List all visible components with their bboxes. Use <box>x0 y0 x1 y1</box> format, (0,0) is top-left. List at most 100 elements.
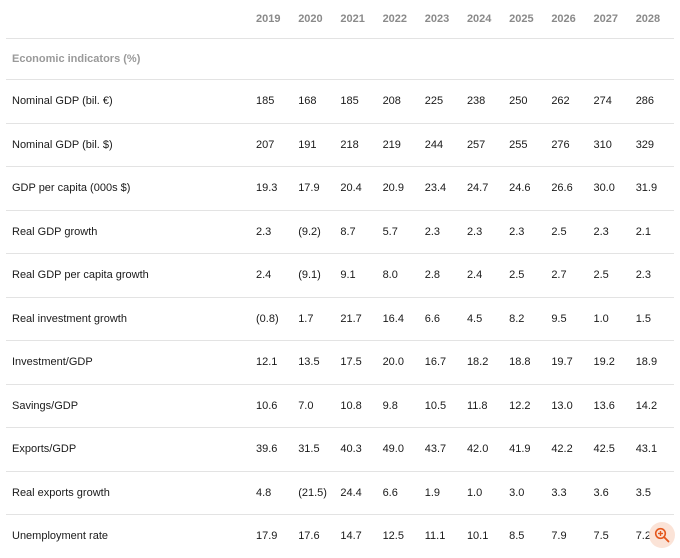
value-cell: 9.5 <box>547 297 590 341</box>
value-cell: 185 <box>252 79 295 124</box>
value-cell: 7.5 <box>593 530 609 543</box>
value-cell: 17.5 <box>336 340 379 385</box>
value-cell: 13.5 <box>294 340 337 385</box>
value-cell: 42.2 <box>547 427 590 472</box>
value-cell: 42.0 <box>462 427 506 472</box>
value-cell: 49.0 <box>378 427 421 472</box>
value-cell: 2.8 <box>420 253 463 298</box>
value-cell: 3.6 <box>589 471 632 515</box>
year-header: 2026 <box>547 0 590 39</box>
value-cell: 13.6 <box>589 384 632 428</box>
value-cell: 208 <box>378 79 421 124</box>
value-cell: 8.7 <box>336 210 379 254</box>
table-row: Exports/GDP 39.6 31.5 40.3 49.0 43.7 42.0 41.9 4… <box>6 427 674 472</box>
value-cell: 8.0 <box>378 253 421 298</box>
value-cell: 11.1 <box>424 530 446 543</box>
value-cell: 4.5 <box>462 297 506 341</box>
value-cell: 2.3 <box>252 210 295 254</box>
value-cell: 286 <box>631 79 674 124</box>
value-cell: 7.2 <box>635 530 651 543</box>
value-cell: (9.2) <box>294 210 337 254</box>
value-cell: 310 <box>589 123 632 167</box>
row-label: Real GDP per capita growth <box>6 253 252 298</box>
value-cell: 2.5 <box>547 210 590 254</box>
value-cell: 10.8 <box>336 384 379 428</box>
value-cell: 1.5 <box>631 297 674 341</box>
value-cell: 20.0 <box>378 340 421 385</box>
economic-indicators-table-container: 2019 2020 2021 2022 2023 2024 2025 2026 … <box>6 0 674 558</box>
value-cell: 2.3 <box>505 210 548 254</box>
value-cell: 191 <box>294 123 337 167</box>
value-cell: 10.5 <box>420 384 463 428</box>
value-cell: 23.4 <box>420 166 463 211</box>
value-cell: 41.9 <box>505 427 548 472</box>
value-cell: 255 <box>505 123 548 167</box>
value-cell: 329 <box>631 123 674 167</box>
value-cell: 2.4 <box>252 253 295 298</box>
value-cell: 2.3 <box>631 253 674 298</box>
value-cell: 2.3 <box>589 210 632 254</box>
value-cell: 1.0 <box>589 297 632 341</box>
row-label: Real exports growth <box>6 471 252 515</box>
value-cell: 19.3 <box>252 166 295 211</box>
value-cell: 7.0 <box>294 384 337 428</box>
value-cell: 262 <box>547 79 590 124</box>
value-cell: 2.5 <box>589 253 632 298</box>
row-label: Nominal GDP (bil. €) <box>6 79 252 124</box>
value-cell: 18.2 <box>462 340 506 385</box>
value-cell: 276 <box>547 123 590 167</box>
year-header: 2028 <box>631 0 674 39</box>
value-cell: 2.5 <box>505 253 548 298</box>
value-cell: 21.7 <box>336 297 379 341</box>
zoom-button[interactable] <box>649 522 675 548</box>
value-cell: 24.4 <box>336 471 379 515</box>
value-cell: 168 <box>294 79 337 124</box>
value-cell: 1.0 <box>462 471 506 515</box>
value-cell: 18.8 <box>505 340 548 385</box>
value-cell: 11.8 <box>462 384 506 428</box>
value-cell: (0.8) <box>252 297 295 341</box>
value-cell: 18.9 <box>631 340 674 385</box>
value-cell: 238 <box>462 79 506 124</box>
year-header: 2027 <box>589 0 632 39</box>
section-header-row: Economic indicators (%) <box>6 38 674 80</box>
table-row: Nominal GDP (bil. $) 207 191 218 219 244 257 25… <box>6 123 674 167</box>
row-label: Unemployment rate <box>12 530 108 543</box>
value-cell: 250 <box>505 79 548 124</box>
value-cell: 12.5 <box>382 530 404 543</box>
value-cell: 2.4 <box>462 253 506 298</box>
table-row: GDP per capita (000s $) 19.3 17.9 20.4 20.9 2… <box>6 166 674 211</box>
value-cell: 7.9 <box>551 530 567 543</box>
value-cell: 19.2 <box>589 340 632 385</box>
value-cell: 2.3 <box>462 210 506 254</box>
value-cell: (21.5) <box>294 471 337 515</box>
value-cell: 2.3 <box>420 210 463 254</box>
year-header: 2024 <box>462 0 506 39</box>
row-label: GDP per capita (000s $) <box>6 166 252 211</box>
value-cell: 26.6 <box>547 166 590 211</box>
value-cell: 10.1 <box>466 530 489 543</box>
value-cell: 9.1 <box>336 253 379 298</box>
value-cell: 3.3 <box>547 471 590 515</box>
value-cell: 14.2 <box>631 384 674 428</box>
table-row: Real GDP per capita growth 2.4 (9.1) 9.1 8.0… <box>6 253 674 298</box>
value-cell: 257 <box>462 123 506 167</box>
value-cell: 16.4 <box>378 297 421 341</box>
row-label: Nominal GDP (bil. $) <box>6 123 252 167</box>
value-cell: 6.6 <box>378 471 421 515</box>
table-row: Nominal GDP (bil. €) 185 168 185 208 225 238 25… <box>6 79 674 124</box>
value-cell: 24.6 <box>505 166 548 211</box>
table-row: Real exports growth 4.8 (21.5) 24.4 6.6 1.9 1.… <box>6 471 674 515</box>
value-cell: 20.4 <box>336 166 379 211</box>
value-cell: 219 <box>378 123 421 167</box>
value-cell: 1.7 <box>294 297 337 341</box>
value-cell: 40.3 <box>336 427 379 472</box>
header-label-cell <box>6 0 252 39</box>
year-header: 2020 <box>294 0 337 39</box>
value-cell: 3.5 <box>631 471 674 515</box>
value-cell: 42.5 <box>589 427 632 472</box>
value-cell: (9.1) <box>294 253 337 298</box>
value-cell: 8.5 <box>509 530 525 543</box>
value-cell: 244 <box>420 123 463 167</box>
value-cell: 4.8 <box>252 471 295 515</box>
